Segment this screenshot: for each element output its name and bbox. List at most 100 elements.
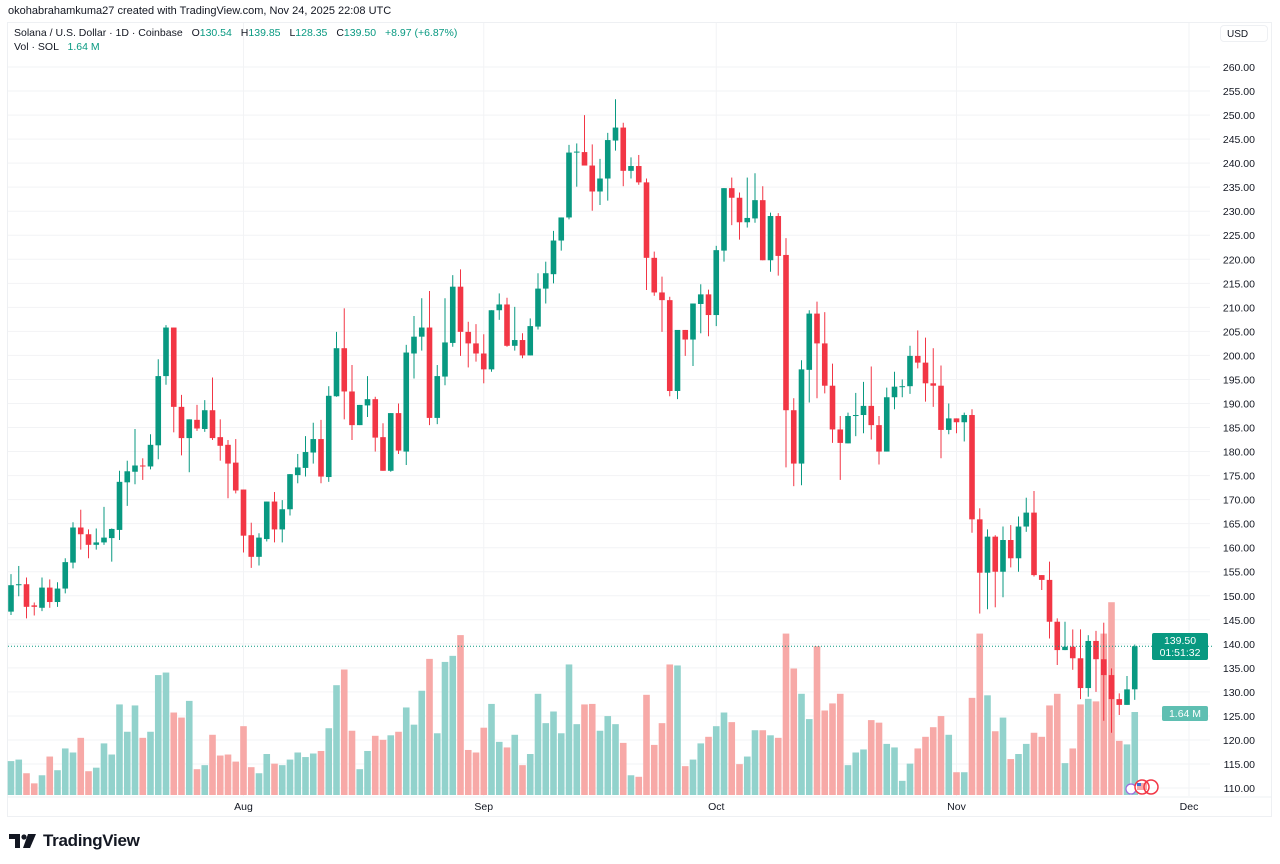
volume-bar (77, 737, 85, 795)
time-axis[interactable]: Aug Sep Oct Nov Dec (8, 796, 1271, 813)
volume-bar (596, 730, 604, 795)
volume-bar (914, 748, 922, 795)
candle-body (372, 399, 379, 438)
currency-button[interactable]: USD (1220, 25, 1268, 42)
candle (1038, 575, 1045, 591)
volume-bar (302, 757, 309, 795)
candle-body (666, 300, 673, 391)
candle (1046, 561, 1053, 639)
candle (829, 363, 836, 443)
candle-body (674, 329, 681, 391)
candle-body (209, 410, 216, 439)
candle (519, 333, 526, 359)
candle (1093, 630, 1099, 692)
volume-bar (503, 747, 511, 795)
price-tick-label: 140.00 (1223, 639, 1255, 651)
candle (883, 387, 890, 452)
candle (8, 574, 14, 615)
volume-legend-row: Vol · SOL 1.64 M (14, 40, 457, 54)
volume-badge-bg (1162, 706, 1208, 721)
candle (240, 489, 247, 553)
candle-body (790, 410, 797, 464)
candle-body (23, 584, 30, 607)
candle (473, 324, 479, 362)
candle-body (240, 489, 247, 536)
candle-body (155, 376, 162, 446)
candle (287, 474, 293, 516)
event-markers[interactable] (1125, 779, 1159, 795)
candle-body (147, 444, 154, 467)
candle-body (953, 418, 960, 423)
candle (1023, 497, 1030, 532)
candle-body (969, 415, 975, 520)
volume-bar (464, 749, 472, 795)
candle-body (938, 385, 944, 430)
candle (899, 379, 906, 398)
price-axis[interactable]: 260.00 255.00 250.00 245.00 240.00 235.00 230.… (1223, 62, 1255, 795)
volume-bar (340, 669, 348, 795)
candle (581, 115, 588, 166)
volume-bar (123, 731, 131, 795)
high-label: H (240, 27, 249, 39)
volume-bar (534, 693, 542, 795)
candle (767, 212, 774, 272)
volume-bar (937, 716, 945, 795)
candle-body (1000, 540, 1006, 572)
candle-body (504, 304, 510, 346)
candle (108, 528, 115, 562)
candle-body (604, 140, 611, 179)
price-tick-label: 115.00 (1224, 759, 1255, 771)
volume-bar (519, 765, 526, 795)
price-tick-label: 200.00 (1223, 350, 1255, 362)
candle-body (496, 304, 503, 311)
tradingview-logo[interactable]: TradingView (9, 831, 140, 851)
candle (635, 154, 642, 185)
candle (953, 418, 960, 434)
volume-bar (891, 747, 898, 795)
volume-bar (170, 712, 178, 795)
volume-bar (224, 754, 232, 795)
price-tick-label: 150.00 (1223, 591, 1255, 603)
candle-body (597, 178, 603, 192)
volume-bar (829, 703, 836, 795)
volume-bar (100, 743, 108, 795)
volume-bar (844, 765, 852, 795)
candle-body (759, 200, 766, 261)
candle (1077, 629, 1084, 700)
volume-bar (774, 737, 782, 795)
candle (15, 565, 22, 597)
candle-body (232, 462, 239, 491)
candle (178, 394, 185, 456)
candle (573, 143, 580, 187)
time-tick-label: Oct (708, 801, 724, 813)
candle (821, 312, 828, 394)
candle (442, 298, 448, 386)
candle (1031, 490, 1037, 577)
symbol-title[interactable]: Solana / U.S. Dollar · 1D · Coinbase (14, 27, 183, 39)
candle-body (279, 509, 286, 530)
volume-label[interactable]: Vol · SOL (14, 41, 59, 53)
candle-body (837, 429, 844, 443)
candle (659, 276, 665, 332)
volume-bar (1061, 763, 1069, 795)
candle-body (248, 535, 255, 557)
us-flag-event-icon-2[interactable] (1143, 779, 1159, 795)
volume-bar (108, 754, 116, 795)
volume-bar (255, 773, 263, 795)
candle-body (1069, 646, 1076, 659)
candle (77, 509, 84, 550)
candle (992, 535, 999, 608)
candle-body (713, 250, 720, 316)
candle-body (527, 326, 534, 356)
candle-body (62, 562, 69, 589)
price-tick-label: 250.00 (1223, 110, 1255, 122)
candle (85, 529, 92, 559)
open-label: O (191, 27, 200, 39)
volume-bar (906, 763, 914, 795)
candle (116, 470, 123, 541)
us-flag-stripes-icon (1137, 783, 1147, 790)
volume-bar (627, 775, 635, 795)
volume-bar (38, 775, 46, 795)
candle (837, 415, 844, 480)
